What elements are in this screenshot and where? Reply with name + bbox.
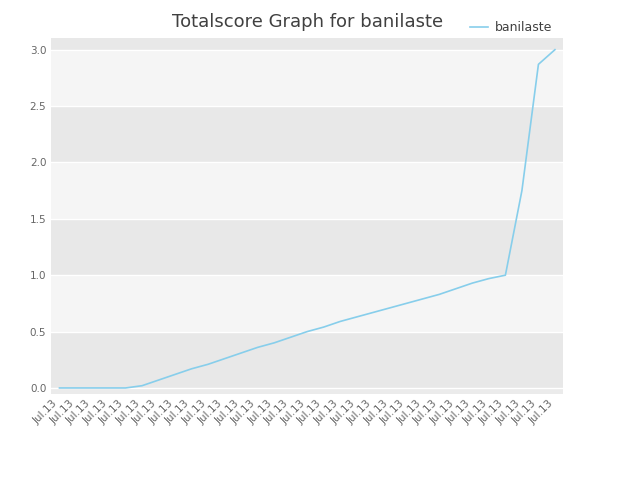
Bar <box>51 219 563 275</box>
banilaste <box>419 296 427 302</box>
banilaste <box>237 350 245 356</box>
Title: Totalscore Graph for banilaste: Totalscore Graph for banilaste <box>172 13 443 31</box>
banilaste <box>502 272 509 278</box>
banilaste <box>452 286 460 292</box>
banilaste <box>386 305 394 311</box>
Bar <box>51 332 563 388</box>
banilaste <box>468 280 476 286</box>
Bar <box>51 106 563 162</box>
banilaste <box>270 340 278 346</box>
banilaste <box>485 276 493 281</box>
banilaste <box>353 314 360 320</box>
banilaste <box>72 385 80 391</box>
banilaste <box>89 385 97 391</box>
banilaste <box>188 366 195 372</box>
banilaste <box>204 361 212 367</box>
Bar <box>51 49 563 106</box>
banilaste <box>435 291 443 297</box>
Line: banilaste: banilaste <box>60 49 555 388</box>
banilaste <box>551 47 559 52</box>
banilaste <box>534 61 542 67</box>
Legend: banilaste: banilaste <box>465 16 557 39</box>
banilaste <box>287 335 294 340</box>
banilaste <box>122 385 129 391</box>
banilaste <box>138 383 146 389</box>
banilaste <box>320 324 328 330</box>
banilaste <box>303 329 311 335</box>
banilaste <box>369 310 377 315</box>
banilaste <box>518 188 525 193</box>
banilaste <box>155 377 163 383</box>
Bar <box>51 162 563 219</box>
Bar <box>51 38 563 49</box>
banilaste <box>254 345 262 350</box>
banilaste <box>105 385 113 391</box>
Bar <box>51 275 563 332</box>
banilaste <box>172 372 179 377</box>
banilaste <box>221 356 228 361</box>
banilaste <box>403 300 410 306</box>
banilaste <box>337 319 344 324</box>
banilaste <box>56 385 63 391</box>
